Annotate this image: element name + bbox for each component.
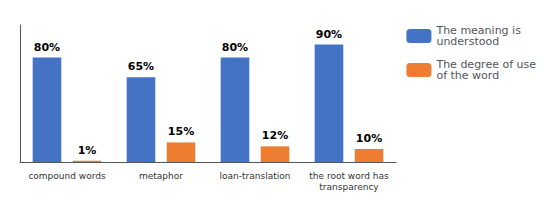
svg-text:compound words: compound words <box>28 171 106 181</box>
svg-text:metaphor: metaphor <box>139 171 183 181</box>
svg-text:transparency: transparency <box>319 182 379 192</box>
svg-text:15%: 15% <box>168 125 194 138</box>
svg-text:The meaning is: The meaning is <box>436 24 521 37</box>
svg-text:understood: understood <box>436 35 499 48</box>
svg-text:loan-translation: loan-translation <box>220 171 291 181</box>
svg-text:12%: 12% <box>262 129 288 142</box>
svg-text:the root word has: the root word has <box>309 171 389 181</box>
svg-text:The degree of use: The degree of use <box>436 58 536 71</box>
svg-text:80%: 80% <box>34 41 60 54</box>
svg-text:10%: 10% <box>356 132 382 145</box>
svg-text:65%: 65% <box>128 60 154 73</box>
svg-text:80%: 80% <box>222 41 248 54</box>
svg-text:1%: 1% <box>78 144 97 157</box>
svg-text:of the word: of the word <box>436 69 499 82</box>
svg-text:90%: 90% <box>316 28 342 41</box>
